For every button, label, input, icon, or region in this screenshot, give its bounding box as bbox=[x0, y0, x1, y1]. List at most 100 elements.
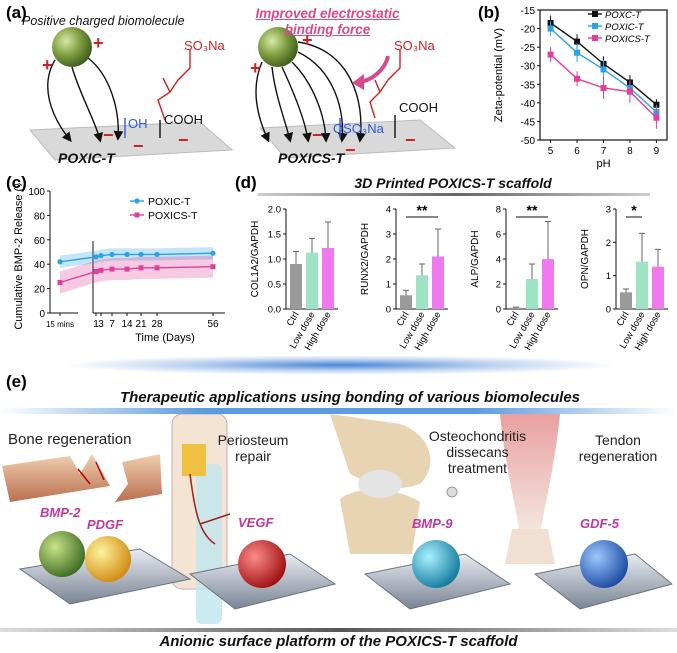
y-tick-label: 2 bbox=[386, 255, 391, 266]
y-tick-label: 0.0 bbox=[268, 305, 281, 316]
bar bbox=[290, 264, 302, 309]
y-tick-label: 80 bbox=[34, 211, 46, 222]
confidence-band bbox=[60, 255, 213, 294]
caption-improved: Improved electrostatic binding force bbox=[255, 6, 400, 37]
data-point bbox=[98, 267, 104, 273]
y-tick-label: 2 bbox=[496, 280, 501, 291]
y-axis-label: RUNX2/GAPDH bbox=[360, 223, 371, 295]
legend-marker bbox=[592, 23, 598, 29]
minus-sign: − bbox=[103, 125, 114, 145]
bar bbox=[510, 307, 522, 309]
bar bbox=[416, 275, 428, 309]
data-point bbox=[138, 251, 144, 258]
panel-b-label: (b) bbox=[478, 3, 500, 22]
legend-label: POXIC-T bbox=[605, 22, 645, 33]
plus-sign: + bbox=[93, 33, 104, 53]
y-axis-label: COL1A2/GAPDH bbox=[250, 221, 261, 298]
panel-d-title: 3D Printed POXICS-T scaffold bbox=[354, 175, 552, 191]
y-tick-label: -25 bbox=[521, 43, 536, 54]
minus-sign: − bbox=[345, 140, 356, 160]
oh-group: OH bbox=[128, 116, 148, 131]
y-tick-label: 20 bbox=[34, 285, 46, 296]
significance-marker: * bbox=[631, 202, 637, 218]
app-title-bone: Bone regeneration bbox=[8, 431, 132, 448]
factor-bmp9: BMP-9 bbox=[412, 516, 453, 531]
legend-marker bbox=[134, 212, 140, 218]
biomolecule-sphere-right bbox=[258, 27, 298, 67]
data-point bbox=[653, 114, 660, 121]
data-point bbox=[574, 75, 581, 82]
poxics-t-label: POXICS-T bbox=[278, 150, 345, 166]
y-tick-label: 2 bbox=[606, 238, 611, 249]
y-tick-label: 3 bbox=[386, 230, 391, 241]
x-tick-label: 56 bbox=[207, 319, 219, 330]
footer-caption: Anionic surface platform of the POXICS-T… bbox=[159, 633, 518, 650]
plus-sign: + bbox=[42, 55, 53, 75]
cooh-group: COOH bbox=[399, 100, 438, 115]
x-tick-label: 9 bbox=[654, 146, 660, 157]
data-point bbox=[93, 269, 99, 275]
x-tick-label: 14 bbox=[121, 319, 133, 330]
bar bbox=[306, 252, 318, 309]
plus-sign: + bbox=[302, 30, 313, 50]
y-tick-label: -20 bbox=[521, 25, 536, 36]
vegf-sphere bbox=[238, 540, 286, 588]
data-point bbox=[574, 49, 581, 56]
caption-positive: Positive charged biomolecule bbox=[22, 14, 185, 28]
data-point bbox=[124, 266, 130, 272]
y-tick-label: 1 bbox=[606, 271, 611, 282]
panel-a-label: (a) bbox=[6, 3, 27, 22]
gdf5-sphere bbox=[580, 540, 628, 588]
y-axis-label: Zeta-potential (mV) bbox=[493, 28, 505, 122]
cooh-group: COOH bbox=[164, 112, 203, 127]
footer-divider bbox=[0, 628, 677, 632]
data-point bbox=[210, 250, 216, 256]
minus-sign: − bbox=[312, 125, 323, 145]
plus-sign: + bbox=[250, 58, 261, 78]
y-axis-label: OPN/GAPDH bbox=[580, 229, 591, 289]
pdgf-sphere bbox=[85, 536, 131, 582]
significance-marker: ** bbox=[527, 202, 538, 218]
app-title-tendon: Tendon regeneration bbox=[578, 432, 658, 464]
y-tick-label: 0 bbox=[496, 305, 501, 316]
data-point bbox=[93, 254, 99, 260]
minus-sign: − bbox=[133, 136, 144, 156]
y-tick-label: 4 bbox=[496, 255, 501, 266]
legend-label: POXICS-T bbox=[605, 34, 651, 45]
bar bbox=[620, 292, 632, 309]
bar bbox=[636, 261, 648, 309]
y-tick-label: -15 bbox=[521, 6, 536, 17]
so3na-group: SO₃Na bbox=[184, 38, 225, 53]
data-point bbox=[109, 266, 115, 272]
y-tick-label: 60 bbox=[34, 236, 46, 247]
y-tick-label: 4 bbox=[386, 205, 391, 216]
x-tick-label: 5 bbox=[548, 146, 554, 157]
data-point bbox=[57, 280, 63, 285]
zeta-potential-chart: -15 -20 -25 -30 -35 -40 -45 -50 5 6 7 8 9 pH Zeta-pote… bbox=[493, 6, 668, 170]
panel-e-divider bbox=[0, 408, 677, 414]
x-tick-label: 7 bbox=[109, 319, 115, 330]
panel-e-title: Therapeutic applications using bonding o… bbox=[119, 389, 581, 406]
legend-marker bbox=[592, 11, 598, 17]
knee-joint bbox=[330, 414, 458, 554]
panel-a-diagram bbox=[28, 27, 457, 161]
factor-vegf: VEGF bbox=[238, 515, 274, 530]
app-title-periosteum: Periosteum repair bbox=[217, 432, 289, 464]
confidence-band bbox=[60, 247, 213, 268]
periosteum-bone bbox=[171, 414, 231, 624]
y-tick-label: 0 bbox=[39, 309, 45, 320]
legend-label: POXC-T bbox=[605, 10, 642, 21]
panel-e-label: (e) bbox=[6, 372, 27, 391]
bar bbox=[432, 256, 444, 309]
data-point bbox=[210, 264, 216, 270]
bar bbox=[526, 279, 538, 309]
y-tick-label: 2.0 bbox=[268, 205, 281, 216]
applications-illustration bbox=[2, 414, 674, 624]
x-tick-label: 6 bbox=[574, 146, 580, 157]
bar bbox=[400, 295, 412, 309]
poxic-t-label: POXIC-T bbox=[58, 150, 115, 166]
data-point bbox=[109, 251, 115, 258]
x-tick-label: 1 bbox=[93, 319, 99, 330]
data-point bbox=[57, 259, 63, 265]
